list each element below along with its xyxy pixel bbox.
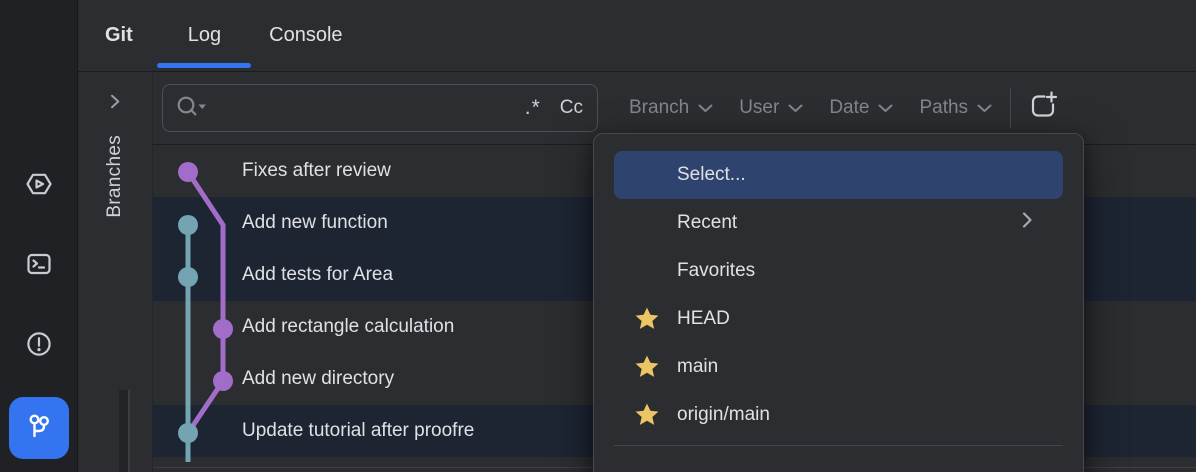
chevron-down-icon: [977, 97, 992, 119]
problems-button[interactable]: [22, 329, 56, 363]
hexagon-play-icon: [25, 170, 53, 203]
menu-item-recent[interactable]: Recent: [614, 199, 1063, 247]
star-icon: [633, 401, 661, 429]
commit-message: Add tests for Area: [242, 264, 394, 285]
menu-item-main[interactable]: main: [614, 343, 1063, 391]
commit-row[interactable]: Fixes after review: [153, 145, 1196, 197]
chevron-down-icon: [698, 97, 713, 119]
branches-panel-label: Branches: [104, 135, 125, 218]
commit-message: Add new function: [242, 212, 388, 233]
terminal-icon: [25, 250, 53, 283]
tab-console-label: Console: [269, 24, 343, 46]
toolbar-divider: [1010, 88, 1012, 128]
chevron-down-icon: [878, 97, 893, 119]
commit-row[interactable]: Add rectangle calculation: [153, 301, 1196, 353]
paths-filter-label: Paths: [919, 97, 969, 118]
star-icon: [633, 305, 661, 333]
terminal-button[interactable]: [22, 249, 56, 283]
date-filter[interactable]: Date: [829, 97, 893, 119]
log-toolbar: .* Cc Branch User: [153, 72, 1196, 145]
branch-filter[interactable]: Branch: [629, 97, 713, 119]
menu-item-origin-main[interactable]: origin/main: [614, 391, 1063, 439]
exclamation-circle-icon: [25, 330, 53, 363]
commit-message: Update tutorial after proofre: [242, 420, 475, 441]
search-with-history-icon[interactable]: [175, 95, 209, 121]
branch-filter-label: Branch: [629, 97, 690, 118]
git-branch-icon: [23, 410, 55, 447]
menu-item-favorites[interactable]: Favorites: [614, 247, 1063, 295]
new-tab-icon: [1027, 90, 1059, 127]
regex-toggle[interactable]: .*: [524, 96, 541, 119]
branches-panel-collapsed[interactable]: Branches: [78, 72, 153, 472]
chevron-down-icon: [788, 97, 803, 119]
commit-message: Fixes after review: [242, 160, 391, 181]
branch-filter-popup: Select... Recent Favorites HEAD main: [593, 133, 1084, 472]
menu-item-label: Recent: [677, 212, 738, 233]
paths-filter[interactable]: Paths: [919, 97, 992, 119]
user-filter-label: User: [739, 97, 780, 118]
new-tab-button[interactable]: [1023, 88, 1063, 128]
menu-item-label: HEAD: [677, 308, 730, 329]
tab-console[interactable]: Console: [269, 0, 342, 71]
menu-item-head[interactable]: HEAD: [614, 295, 1063, 343]
submenu-arrow-icon: [1022, 211, 1033, 235]
tool-window-title: Git: [105, 24, 133, 46]
filter-group: Branch User Date: [629, 97, 992, 119]
tab-log[interactable]: Log: [157, 0, 253, 71]
tab-log-label: Log: [187, 24, 222, 46]
tool-window-header: Git Log Console: [78, 0, 1196, 72]
user-filter[interactable]: User: [739, 97, 803, 119]
star-icon: [633, 353, 661, 381]
commit-message: Add rectangle calculation: [242, 316, 455, 337]
tool-window-stripe: [0, 0, 78, 472]
commit-message: Add new directory: [242, 368, 395, 389]
menu-item-label: Favorites: [677, 260, 756, 281]
commit-row[interactable]: Add new directory: [153, 353, 1196, 405]
menu-separator: [614, 445, 1063, 446]
git-button-active[interactable]: [8, 397, 69, 459]
menu-item-label: main: [677, 356, 719, 377]
chevron-right-icon[interactable]: [107, 93, 123, 115]
menu-item-select[interactable]: Select...: [614, 151, 1063, 199]
search-input[interactable]: [217, 97, 525, 119]
search-field[interactable]: .* Cc: [162, 84, 598, 132]
services-button[interactable]: [22, 169, 56, 203]
date-filter-label: Date: [829, 97, 870, 118]
menu-item-label: origin/main: [677, 404, 770, 425]
menu-item-label: Select...: [677, 164, 746, 185]
panel-edge-artifact: [119, 390, 130, 472]
match-case-toggle[interactable]: Cc: [559, 97, 583, 118]
